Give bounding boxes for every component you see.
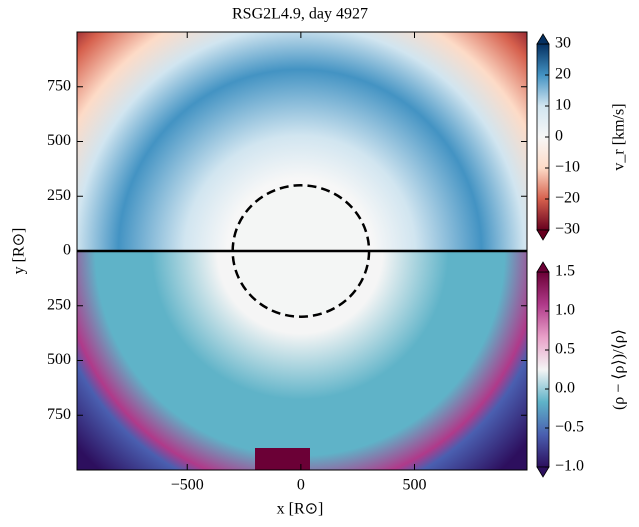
colorbar-extend bbox=[536, 261, 550, 273]
chart-title: RSG2L4.9, day 4927 bbox=[232, 6, 368, 23]
y-tick-label: 250 bbox=[47, 187, 71, 204]
colorbar-tick-label: 0.0 bbox=[555, 380, 575, 397]
x-tick-label: −500 bbox=[171, 477, 204, 494]
colorbar-label: v_r [km/s] bbox=[611, 103, 628, 170]
colorbar-tick-label: −20 bbox=[555, 190, 580, 207]
colorbar-tick-label: 0 bbox=[555, 128, 563, 145]
colorbar-tick-label: −30 bbox=[555, 221, 580, 238]
colorbar-tick-label: −10 bbox=[555, 159, 580, 176]
y-tick-label: 250 bbox=[47, 296, 71, 313]
y-tick-label: 500 bbox=[47, 132, 71, 149]
x-tick-label: 0 bbox=[297, 477, 305, 494]
x-tick-label: 500 bbox=[403, 477, 427, 494]
colorbar-tick-label: 30 bbox=[555, 35, 571, 52]
y-tick-label: 750 bbox=[47, 77, 71, 94]
colorbar-tick-label: 0.5 bbox=[555, 341, 575, 358]
x-axis-label: x [R⊙] bbox=[277, 501, 324, 518]
colorbar-tick-label: 1.0 bbox=[555, 302, 575, 319]
colorbar-tick-label: −1.0 bbox=[555, 458, 584, 475]
y-tick-label: 750 bbox=[47, 406, 71, 423]
y-tick-label: 0 bbox=[63, 242, 71, 259]
colorbar-tick-label: 1.5 bbox=[555, 263, 575, 280]
y-tick-label: 500 bbox=[47, 351, 71, 368]
colorbar-tick-label: 10 bbox=[555, 97, 571, 114]
colorbar-tick-label: −0.5 bbox=[555, 419, 584, 436]
colorbar-extend bbox=[536, 229, 550, 241]
y-axis-label: y [R⊙] bbox=[11, 228, 28, 275]
colorbar-tick-label: 20 bbox=[555, 66, 571, 83]
colorbar-extend bbox=[536, 466, 550, 478]
colorbar-extend bbox=[536, 33, 550, 45]
colorbar-label: (ρ − ⟨ρ⟩)/⟨ρ⟩ bbox=[611, 329, 628, 410]
dense-clump bbox=[255, 448, 310, 470]
colorbar bbox=[536, 271, 550, 468]
